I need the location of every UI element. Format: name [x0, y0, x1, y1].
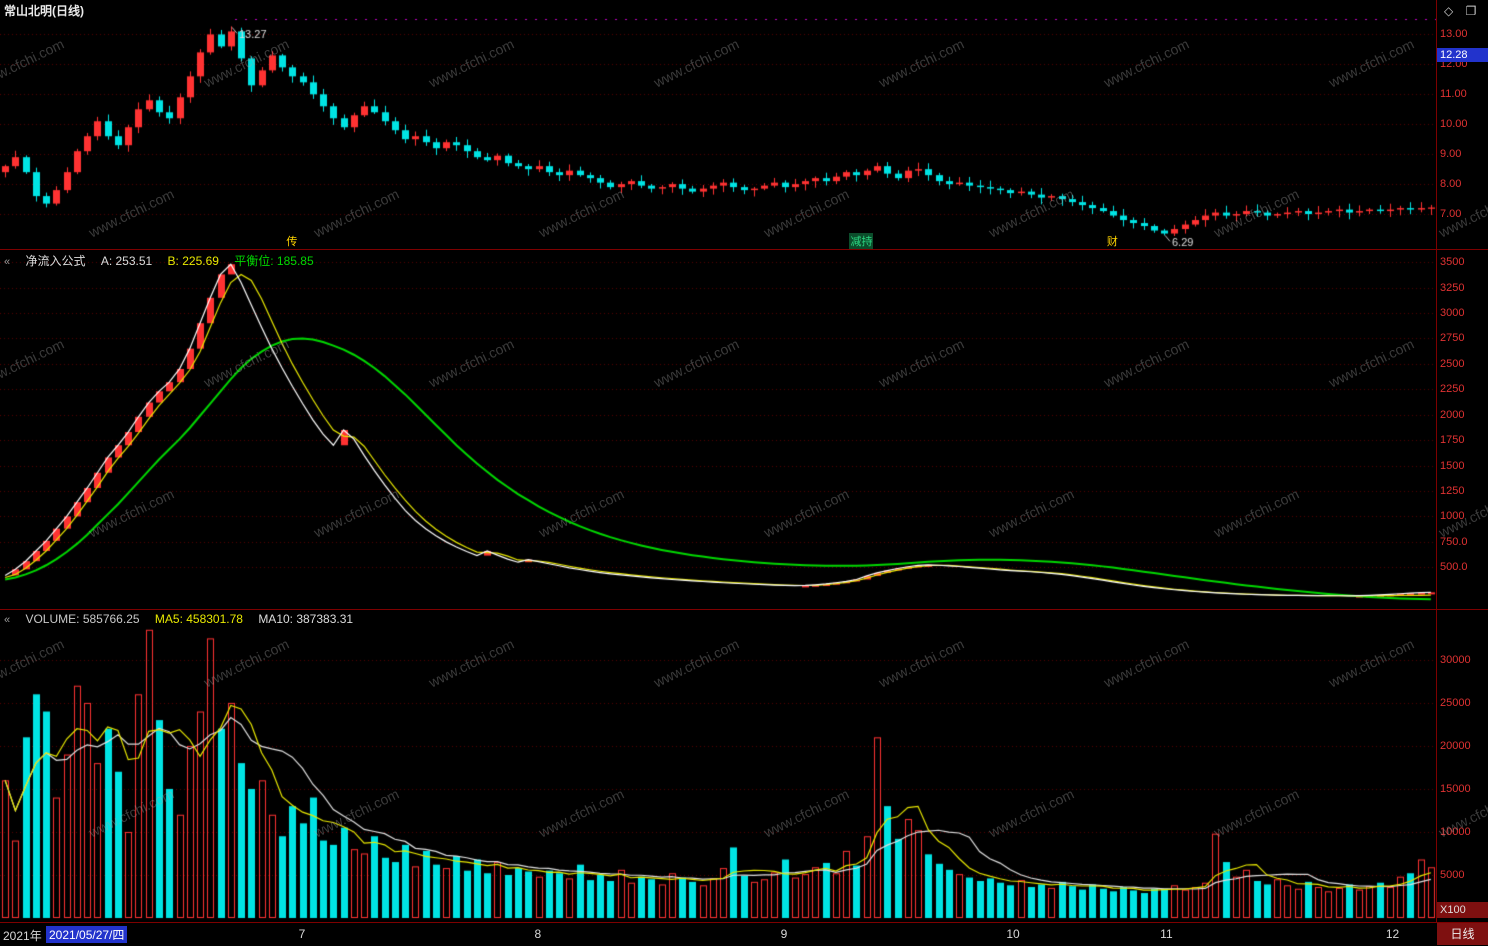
indicator-y-tick: 500.0: [1440, 561, 1468, 574]
indicator-y-tick: 1500: [1440, 459, 1465, 472]
kline-header: 常山北明(日线): [4, 2, 96, 19]
window-restore-icon[interactable]: ❐: [1465, 4, 1477, 18]
price-axis-column: 12.28 X100 13.00 12.00 11.00 10.00 9.00 8.00 7…: [1437, 0, 1488, 922]
kline-y-tick: 11.00: [1440, 88, 1467, 101]
volume-unit-label: X100: [1437, 902, 1488, 918]
indicator-y-tick: 3500: [1440, 256, 1465, 269]
kline-y-tick: 9.00: [1440, 148, 1462, 161]
indicator-b-value: B: 225.69: [167, 254, 219, 268]
indicator-y-tick: 2000: [1440, 408, 1465, 421]
indicator-panel: « 净流入公式 A: 253.51 B: 225.69 平衡位: 185.85: [0, 250, 1436, 610]
current-price-tag: 12.28: [1437, 47, 1488, 62]
volume-y-tick: 25000: [1440, 696, 1471, 709]
indicator-y-tick: 2750: [1440, 332, 1465, 345]
crosshair-date-label: 2021/05/27/四: [46, 926, 128, 943]
volume-y-tick: 5000: [1440, 868, 1465, 881]
indicator-y-tick: 3000: [1440, 307, 1465, 320]
panel-collapse-icon[interactable]: «: [4, 614, 11, 626]
event-marker[interactable]: 财: [1106, 236, 1118, 248]
month-label: 7: [298, 927, 306, 941]
year-label: 2021年: [3, 929, 42, 943]
panel-collapse-icon[interactable]: «: [4, 256, 11, 268]
indicator-y-tick: 3250: [1440, 281, 1465, 294]
event-marker[interactable]: 传: [286, 236, 298, 248]
kline-y-tick: 8.00: [1440, 178, 1462, 191]
indicator-balance-value: 平衡位: 185.85: [234, 254, 314, 268]
indicator-y-tick: 1250: [1440, 485, 1465, 498]
kline-chart-canvas[interactable]: [0, 0, 1436, 250]
period-label[interactable]: 日线: [1437, 923, 1488, 945]
indicator-header: « 净流入公式 A: 253.51 B: 225.69 平衡位: 185.85: [4, 252, 326, 269]
panel-resize-divider[interactable]: [0, 249, 1488, 250]
indicator-y-tick: 1750: [1440, 434, 1465, 447]
volume-y-tick: 30000: [1440, 653, 1471, 666]
indicator-title[interactable]: 净流入公式: [25, 254, 86, 268]
volume-panel: « VOLUME: 585766.25 MA5: 458301.78 MA10:…: [0, 610, 1436, 922]
volume-y-tick: 20000: [1440, 739, 1471, 752]
month-label: 11: [1160, 927, 1173, 941]
kline-panel: 常山北明(日线) 传 减持 财: [0, 0, 1436, 250]
volume-ma10-value: MA10: 387383.31: [258, 612, 354, 626]
month-label: 12: [1385, 927, 1400, 941]
time-axis-bar: 2021年 2021/05/27/四 日线 7 8 9 10 11 12: [0, 922, 1488, 946]
axis-separator-line: [1436, 0, 1437, 922]
month-label: 9: [780, 927, 788, 941]
kline-y-tick: 13.00: [1440, 28, 1468, 41]
stock-title: 常山北明(日线): [4, 4, 84, 18]
indicator-y-tick: 2250: [1440, 383, 1465, 396]
panel-resize-divider[interactable]: [0, 609, 1488, 610]
volume-chart-canvas[interactable]: [0, 610, 1436, 922]
indicator-y-tick: 750.0: [1440, 535, 1468, 548]
volume-header: « VOLUME: 585766.25 MA5: 458301.78 MA10:…: [4, 612, 365, 626]
event-marker[interactable]: 减持: [849, 233, 874, 249]
indicator-y-tick: 2500: [1440, 357, 1465, 370]
indicator-y-tick: 1000: [1440, 510, 1465, 523]
volume-ma5-value: MA5: 458301.78: [154, 612, 243, 626]
indicator-a-value: A: 253.51: [100, 254, 153, 268]
kline-y-tick: 7.00: [1440, 208, 1462, 221]
volume-value: VOLUME: 585766.25: [25, 612, 140, 626]
month-label: 8: [534, 927, 542, 941]
indicator-chart-canvas[interactable]: [0, 250, 1436, 610]
diamond-icon[interactable]: ◇: [1444, 4, 1454, 18]
volume-y-tick: 15000: [1440, 782, 1471, 795]
month-label: 10: [1006, 927, 1020, 941]
volume-y-tick: 10000: [1440, 825, 1471, 838]
kline-y-tick: 10.00: [1440, 118, 1468, 131]
window-controls: ◇ ❐: [1444, 4, 1485, 18]
